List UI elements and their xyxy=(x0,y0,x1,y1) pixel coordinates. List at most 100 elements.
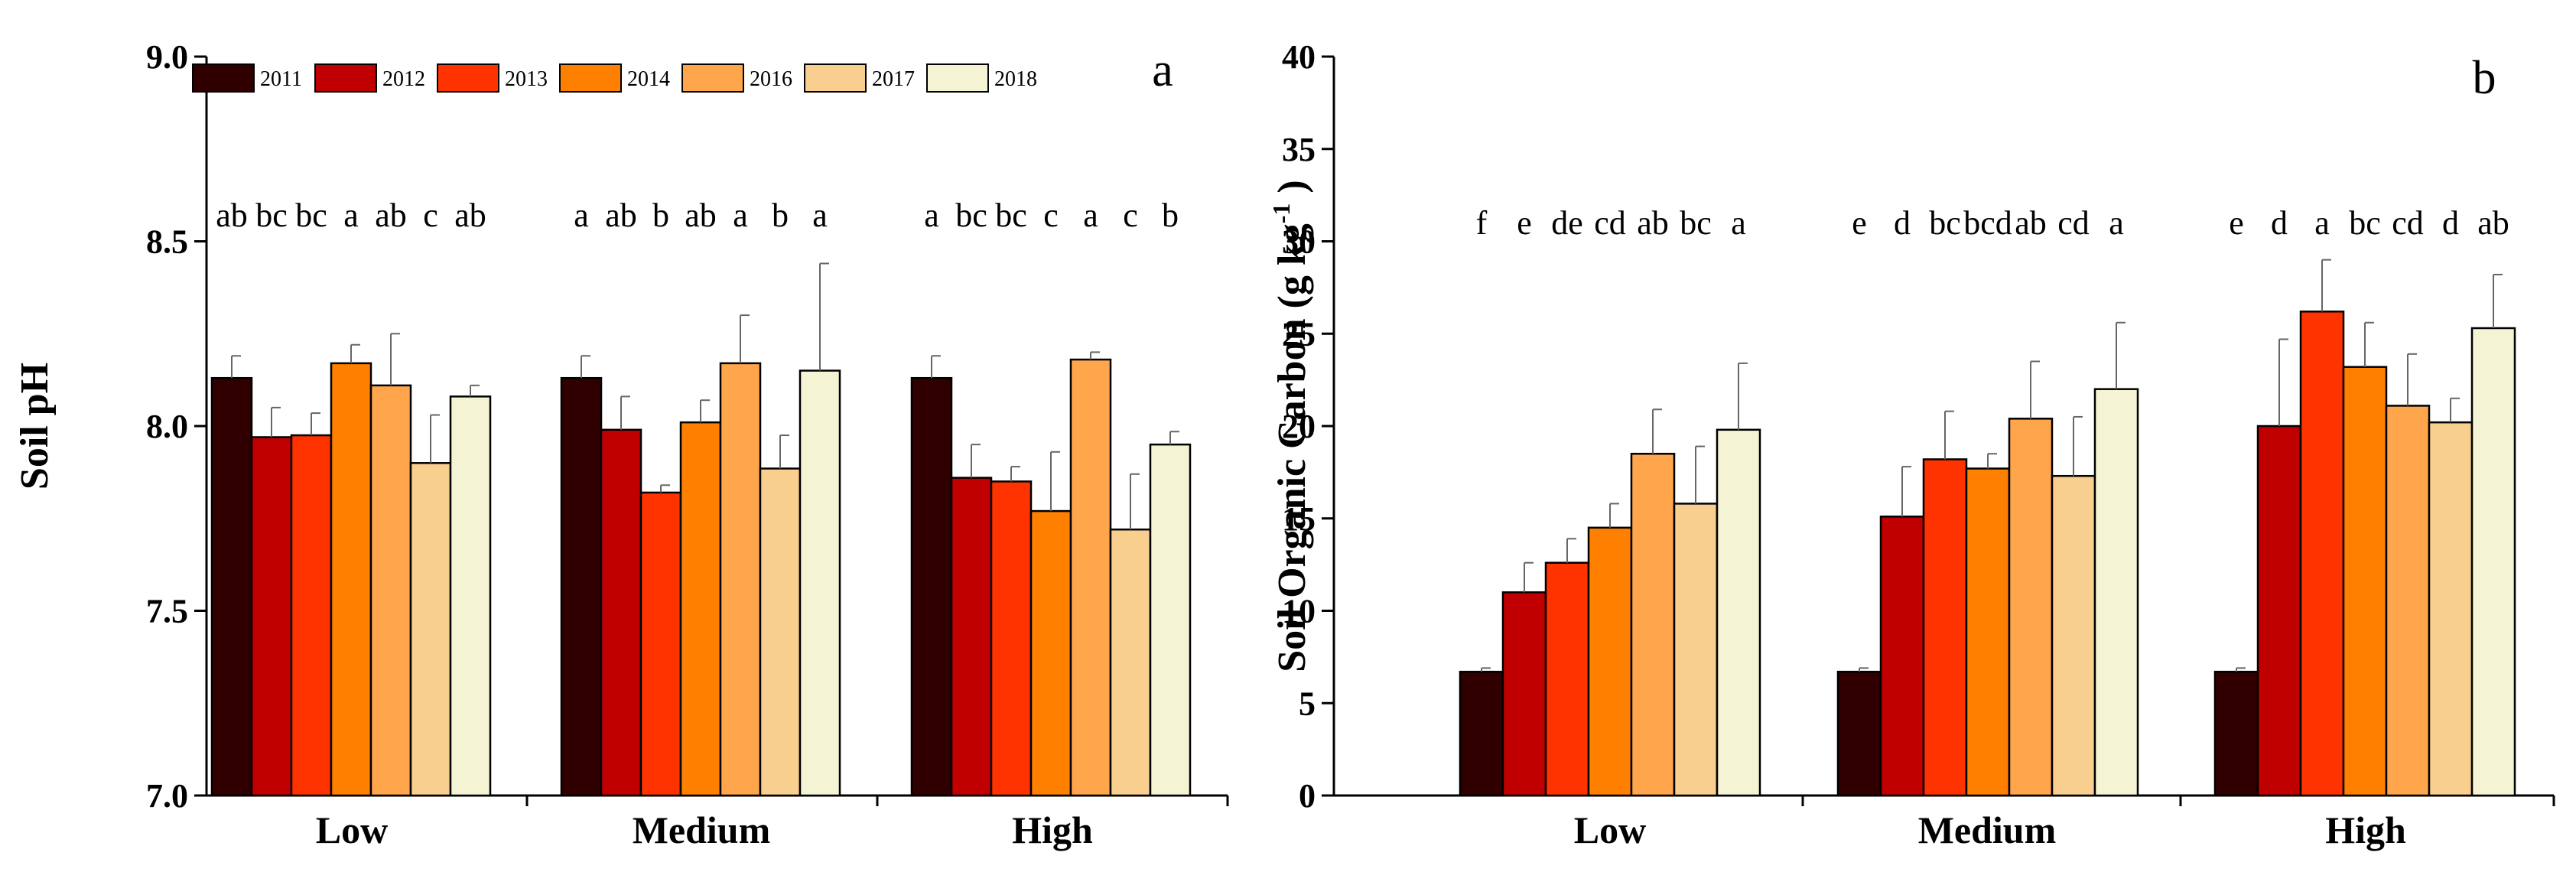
significance-letter: ab xyxy=(2015,204,2047,242)
y-tick-label: 35 xyxy=(1282,131,1316,168)
bar-2013-low xyxy=(1544,561,1590,797)
bar-2012-high xyxy=(2256,425,2302,797)
x-category-label: Low xyxy=(316,809,388,851)
bar-2018-medium xyxy=(2093,388,2139,797)
significance-letter: a xyxy=(1083,197,1098,234)
bar-2012-low xyxy=(250,436,293,797)
panel-label: b xyxy=(2473,52,2496,104)
significance-letter: a xyxy=(733,197,748,234)
bar-2016-medium xyxy=(719,362,762,797)
significance-letter: f xyxy=(1476,204,1488,242)
bar-2014-high xyxy=(2342,366,2388,797)
significance-letter: a xyxy=(1731,204,1746,242)
y-tick-label: 7.5 xyxy=(146,593,188,630)
significance-letter: a xyxy=(2109,204,2124,242)
significance-letter: a xyxy=(812,197,828,234)
significance-letter: b xyxy=(772,197,789,234)
bar-2013-low xyxy=(290,434,333,797)
bar-2017-medium xyxy=(759,467,802,797)
bar-2016-high xyxy=(1069,358,1112,797)
bar-2013-high xyxy=(2299,311,2345,797)
y-tick-label: 9.0 xyxy=(146,38,188,76)
significance-letter: c xyxy=(423,197,438,234)
legend-item-2018: 2018 xyxy=(926,63,1037,93)
bar-2016-medium xyxy=(2008,418,2054,797)
x-category-label: High xyxy=(2325,809,2406,851)
significance-letter: ab xyxy=(216,197,248,234)
significance-letter: ab xyxy=(1637,204,1669,242)
legend-item-2016: 2016 xyxy=(681,63,792,93)
bar-2018-low xyxy=(1716,428,1761,797)
significance-letter: d xyxy=(2271,204,2288,242)
legend-swatch xyxy=(681,63,744,93)
significance-letter: a xyxy=(924,197,939,234)
bar-2011-high xyxy=(910,376,953,797)
bar-2018-low xyxy=(449,395,492,797)
significance-letter: c xyxy=(1043,197,1059,234)
significance-letter: bc xyxy=(1680,204,1712,242)
bar-2012-medium xyxy=(1879,516,1925,797)
bar-2018-medium xyxy=(798,369,841,797)
y-tick-label: 40 xyxy=(1282,38,1316,76)
bar-2014-medium xyxy=(1965,467,2011,797)
legend-item-2012: 2012 xyxy=(314,63,425,93)
bar-2018-high xyxy=(1149,443,1192,797)
y-tick-label: 25 xyxy=(1282,315,1316,353)
significance-letter: d xyxy=(2442,204,2459,242)
significance-letter: a xyxy=(343,197,359,234)
significance-letter: cd xyxy=(2392,204,2424,242)
x-category-label: Medium xyxy=(1918,809,2057,851)
significance-letter: bc xyxy=(2349,204,2381,242)
bar-2012-high xyxy=(950,477,993,797)
significance-letter: e xyxy=(1517,204,1532,242)
legend-label: 2018 xyxy=(994,67,1037,91)
legend-label: 2014 xyxy=(627,67,670,91)
legend: 2011 2012 2013 2014 2016 2017 2018 xyxy=(192,63,1037,93)
bar-2013-medium xyxy=(639,491,682,797)
y-tick-label: 8.0 xyxy=(146,408,188,445)
significance-letter: ab xyxy=(454,197,486,234)
significance-letter: d xyxy=(1894,204,1911,242)
bar-2014-high xyxy=(1029,509,1072,797)
x-category-label: High xyxy=(1012,809,1093,851)
legend-label: 2011 xyxy=(260,67,302,91)
significance-letter: bc xyxy=(955,197,987,234)
x-category-label: Low xyxy=(1574,809,1646,851)
legend-swatch xyxy=(804,63,867,93)
significance-letter: ab xyxy=(605,197,637,234)
legend-swatch xyxy=(926,63,989,93)
bar-2014-low xyxy=(330,362,372,797)
significance-letter: bc xyxy=(295,197,327,234)
significance-letter: ab xyxy=(375,197,407,234)
bar-2016-low xyxy=(1630,452,1676,797)
significance-letter: b xyxy=(1162,197,1179,234)
y-axis-title: Soil pH xyxy=(13,363,57,490)
bar-2012-medium xyxy=(600,428,642,797)
significance-letter: ab xyxy=(685,197,717,234)
legend-swatch xyxy=(314,63,377,93)
panel-label: a xyxy=(1152,44,1173,96)
bar-2016-low xyxy=(369,384,412,797)
y-tick-label: 10 xyxy=(1282,593,1316,630)
bar-2014-medium xyxy=(679,421,722,797)
significance-letter: cd xyxy=(2057,204,2090,242)
significance-letter: ab xyxy=(2477,204,2509,242)
significance-letter: bc xyxy=(1929,204,1961,242)
legend-item-2011: 2011 xyxy=(192,63,302,93)
bar-2011-medium xyxy=(1836,670,1882,797)
legend-label: 2013 xyxy=(505,67,548,91)
y-tick-label: 5 xyxy=(1299,685,1316,722)
legend-swatch xyxy=(192,63,255,93)
bar-2014-low xyxy=(1587,526,1633,797)
bar-2012-low xyxy=(1501,591,1547,797)
y-tick-label: 0 xyxy=(1299,777,1316,815)
significance-letter: c xyxy=(1123,197,1138,234)
bar-2017-medium xyxy=(2051,474,2096,797)
y-axis-title: Soil Organic Carbon (g kg-1 ) xyxy=(1267,180,1314,672)
y-tick-label: 8.5 xyxy=(146,223,188,261)
bar-2017-high xyxy=(1109,528,1152,797)
bar-2011-medium xyxy=(560,376,603,797)
